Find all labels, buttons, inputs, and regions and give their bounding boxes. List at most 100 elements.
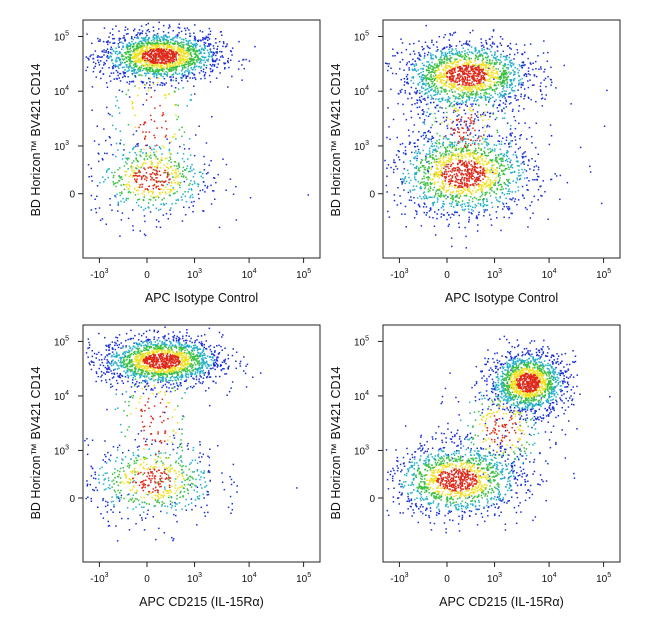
- event-dot: [559, 174, 562, 177]
- event-dot: [232, 193, 235, 195]
- event-dot: [128, 157, 130, 160]
- event-dot: [500, 53, 502, 56]
- event-dot: [169, 158, 172, 160]
- event-dot: [415, 173, 417, 175]
- event-dot: [482, 113, 484, 115]
- event-dot: [219, 56, 222, 58]
- event-dot: [194, 53, 197, 56]
- event-dot: [440, 63, 443, 65]
- event-dot: [121, 158, 124, 160]
- event-dot: [132, 175, 135, 177]
- event-dot: [427, 82, 430, 84]
- event-dot: [128, 187, 130, 190]
- event-dot: [519, 65, 521, 67]
- event-dot: [503, 73, 506, 75]
- event-dot: [515, 160, 518, 163]
- event-dot: [179, 56, 182, 59]
- event-dot: [156, 57, 158, 59]
- event-dot: [461, 208, 464, 211]
- event-dot: [167, 58, 169, 60]
- event-dot: [433, 84, 435, 86]
- event-dot: [155, 226, 158, 228]
- event-dot: [193, 168, 195, 171]
- event-dot: [432, 90, 435, 92]
- event-dot: [450, 60, 452, 63]
- event-dot: [147, 54, 150, 57]
- event-dot: [524, 151, 526, 153]
- event-dot: [451, 85, 454, 87]
- event-dot: [462, 94, 464, 97]
- event-dot: [135, 158, 137, 160]
- event-dot: [192, 50, 195, 52]
- event-dot: [423, 93, 426, 96]
- event-dot: [462, 47, 464, 49]
- event-dot: [448, 52, 451, 54]
- event-dot: [413, 65, 416, 68]
- event-dot: [152, 36, 154, 39]
- event-dot: [411, 151, 413, 154]
- event-dot: [137, 186, 139, 188]
- event-dot: [119, 51, 122, 54]
- event-dot: [476, 230, 479, 232]
- event-dot: [431, 61, 433, 64]
- event-dot: [170, 207, 172, 209]
- event-dot: [417, 139, 419, 141]
- event-dot: [168, 52, 170, 55]
- event-dot: [437, 67, 440, 70]
- event-dot: [449, 141, 451, 143]
- event-dot: [417, 203, 420, 206]
- event-dot: [509, 42, 512, 45]
- event-dot: [145, 57, 147, 60]
- event-dot: [393, 199, 396, 202]
- event-dot: [204, 42, 207, 44]
- event-dot: [431, 39, 433, 42]
- event-dot: [181, 65, 183, 67]
- event-dot: [447, 225, 450, 227]
- event-dot: [460, 192, 462, 195]
- event-dot: [170, 66, 172, 69]
- event-dot: [493, 184, 495, 186]
- event-dot: [454, 86, 457, 88]
- event-dot: [495, 58, 497, 60]
- event-dot: [172, 76, 174, 78]
- event-dot: [117, 149, 119, 151]
- event-dot: [527, 57, 529, 60]
- event-dot: [213, 47, 215, 50]
- event-dot: [189, 45, 191, 47]
- event-dot: [482, 198, 484, 201]
- event-dot: [186, 59, 188, 61]
- event-dot: [152, 190, 154, 193]
- event-dot: [485, 157, 487, 160]
- event-dot: [433, 196, 435, 198]
- event-dot: [461, 44, 463, 47]
- event-dot: [438, 76, 441, 79]
- event-dot: [491, 206, 494, 208]
- event-dot: [189, 99, 192, 101]
- event-dot: [212, 51, 215, 54]
- event-dot: [116, 60, 118, 62]
- event-dot: [144, 40, 147, 43]
- event-dot: [540, 82, 542, 84]
- event-dot: [489, 77, 492, 79]
- event-dot: [183, 180, 186, 183]
- event-dot: [431, 96, 433, 98]
- event-dot: [181, 43, 183, 46]
- event-dot: [523, 156, 525, 158]
- event-dot: [440, 193, 442, 195]
- event-dot: [551, 81, 553, 84]
- event-dot: [455, 48, 457, 50]
- event-dot: [475, 159, 478, 161]
- event-dot: [227, 61, 230, 64]
- event-dot: [165, 48, 168, 51]
- event-dot: [404, 213, 406, 215]
- event-dot: [453, 108, 456, 110]
- event-dot: [482, 44, 484, 47]
- event-dot: [205, 67, 208, 69]
- event-dot: [88, 58, 90, 60]
- event-dot: [215, 51, 217, 53]
- event-dot: [433, 186, 436, 189]
- event-dot: [145, 152, 147, 154]
- event-dot: [452, 190, 454, 193]
- event-dot: [434, 77, 436, 80]
- event-dot: [516, 52, 519, 54]
